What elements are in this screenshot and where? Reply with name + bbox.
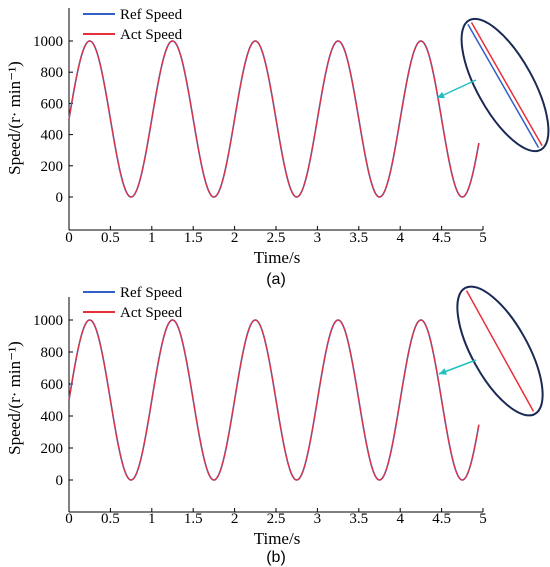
x-tick-label: 3.5 <box>349 511 368 527</box>
x-tick-label: 2 <box>231 511 239 527</box>
x-tick-label: 1.5 <box>184 511 203 527</box>
series-line-act-speed <box>68 319 480 481</box>
legend-label: Ref Speed <box>120 285 183 301</box>
y-axis-label: Speed/(r· min⁻¹) <box>5 341 24 455</box>
x-tick-label: 4.5 <box>432 511 451 527</box>
legend-label: Act Speed <box>120 305 183 321</box>
x-tick-label: 5 <box>479 511 487 527</box>
y-tick-label: 0 <box>56 190 64 206</box>
y-tick-label: 200 <box>41 441 64 457</box>
y-tick-label: 800 <box>41 65 64 81</box>
series-line-act-speed <box>68 40 480 198</box>
zoom-inset <box>460 17 550 153</box>
zoom-act-line <box>470 22 543 147</box>
x-tick-label: 4 <box>396 230 404 246</box>
x-tick-label: 2.5 <box>267 230 286 246</box>
x-tick-label: 0.5 <box>101 511 120 527</box>
series-line-ref-speed <box>68 40 480 198</box>
zoom-arrow-head <box>437 91 445 99</box>
panel-label: (a) <box>266 271 286 288</box>
legend-label: Ref Speed <box>120 7 183 23</box>
x-tick-label: 5 <box>479 230 487 246</box>
x-tick-label: 1 <box>148 230 156 246</box>
x-tick-label: 4 <box>396 511 404 527</box>
y-tick-label: 600 <box>41 96 64 112</box>
y-tick-label: 200 <box>41 159 64 175</box>
x-tick-label: 1.5 <box>184 230 203 246</box>
y-tick-label: 600 <box>41 377 64 393</box>
x-tick-label: 2.5 <box>267 511 286 527</box>
y-tick-label: 1000 <box>33 313 63 329</box>
zoom-ref-line <box>467 23 540 148</box>
x-tick-label: 1 <box>148 511 156 527</box>
x-tick-label: 0 <box>65 511 73 527</box>
chart-panel-a: 0 200 400 600 800 1000 0 0.5 1 1.5 2 2.5 3 3.5 4 4.5 5 Ti… <box>5 7 550 288</box>
y-axis-label: Speed/(r· min⁻¹) <box>5 61 24 175</box>
x-axis-label: Time/s <box>254 248 301 267</box>
chart-panel-b: 0 200 400 600 800 1000 0 0.5 1 1.5 2 2.5 3 3.5 4 4.5 5 Ti… <box>5 285 544 566</box>
x-tick-label: 0.5 <box>101 230 120 246</box>
panel-label: (b) <box>266 549 286 566</box>
series-line-ref-speed <box>68 319 480 481</box>
zoom-act-line <box>465 290 535 412</box>
y-tick-label: 0 <box>56 473 64 489</box>
y-tick-label: 1000 <box>33 34 63 50</box>
x-tick-label: 3 <box>314 511 322 527</box>
y-tick-label: 400 <box>41 128 64 144</box>
legend-label: Act Speed <box>120 27 183 43</box>
zoom-arrow-head <box>439 368 447 375</box>
x-axis-label: Time/s <box>254 529 301 548</box>
x-tick-label: 3.5 <box>349 230 368 246</box>
y-tick-label: 400 <box>41 409 64 425</box>
zoom-inset <box>456 285 544 417</box>
y-tick-label: 800 <box>41 345 64 361</box>
zoom-ellipse <box>456 285 544 417</box>
x-tick-label: 3 <box>314 230 322 246</box>
x-tick-label: 2 <box>231 230 239 246</box>
x-tick-label: 4.5 <box>432 230 451 246</box>
x-tick-label: 0 <box>65 230 73 246</box>
